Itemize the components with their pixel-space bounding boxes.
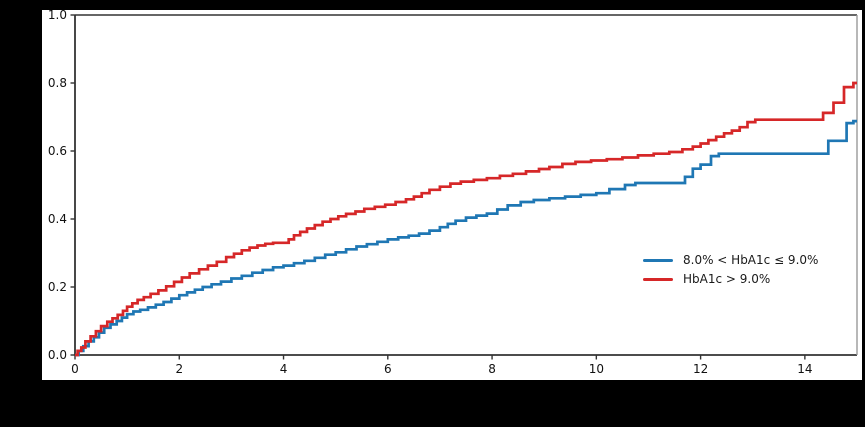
- legend-entry-red: HbA1c > 9.0%: [643, 272, 818, 287]
- x-tick-label: 2: [175, 362, 183, 376]
- legend-entry-blue: 8.0% < HbA1c ≤ 9.0%: [643, 253, 819, 267]
- x-tick-label: 12: [693, 362, 708, 376]
- x-tick-label: 4: [280, 362, 288, 376]
- x-tick-label: 0: [71, 362, 79, 376]
- series-line-blue: [75, 119, 857, 357]
- y-tick-label: 0.0: [48, 348, 67, 362]
- legend-label-blue: 8.0% < HbA1c ≤ 9.0%: [683, 253, 819, 267]
- y-tick-label: 0.4: [48, 212, 67, 226]
- x-tick-label: 14: [797, 362, 812, 376]
- y-tick-label: 0.2: [48, 280, 67, 294]
- x-tick-label: 10: [589, 362, 604, 376]
- x-tick-label: 8: [488, 362, 496, 376]
- series-line-red: [75, 81, 857, 357]
- y-tick-label: 1.0: [48, 10, 67, 22]
- y-tick-label: 0.8: [48, 76, 67, 90]
- legend-label-red: HbA1c > 9.0%: [683, 272, 771, 287]
- km-step-chart: 0 2 4 6 8 10 12 14 0.0 0.2 0.4 0.6 0.8 1.0: [48, 10, 858, 376]
- legend: 8.0% < HbA1c ≤ 9.0% HbA1c > 9.0%: [643, 253, 819, 287]
- chart-figure: 0 2 4 6 8 10 12 14 0.0 0.2 0.4 0.6 0.8 1.0 8.0% < HbA…: [42, 10, 862, 380]
- legend-swatch-blue: [643, 259, 673, 263]
- x-tick-label: 6: [384, 362, 392, 376]
- legend-swatch-red: [643, 278, 673, 282]
- y-tick-label: 0.6: [48, 144, 67, 158]
